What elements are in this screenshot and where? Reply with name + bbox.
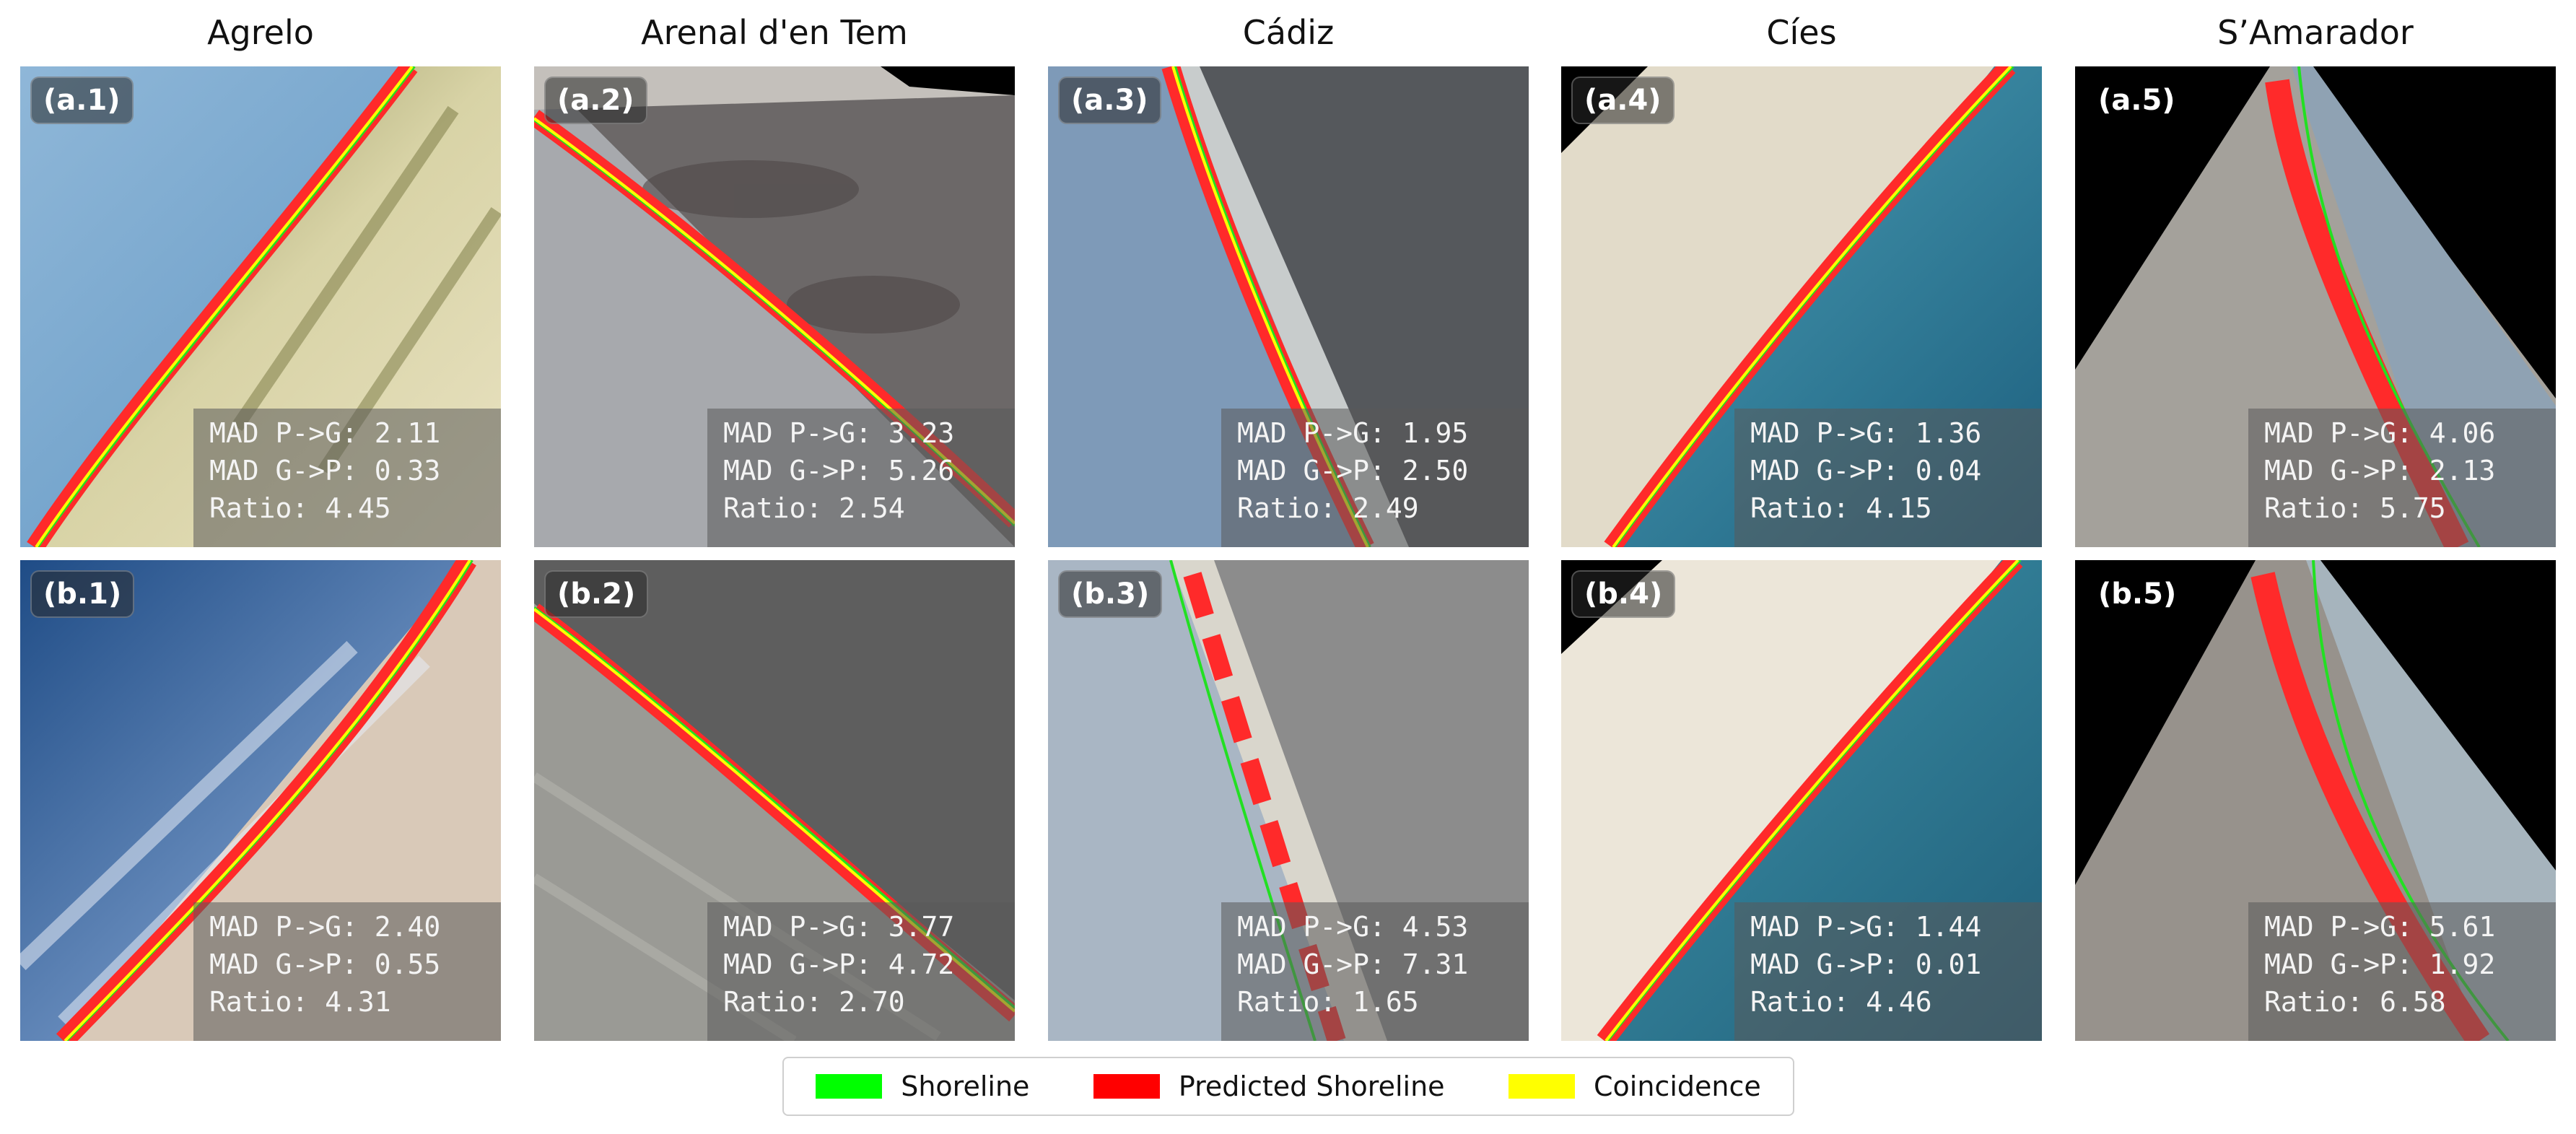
metrics-box: MAD P->G: 2.40 MAD G->P: 0.55 Ratio: 4.3… <box>193 902 501 1041</box>
ratio: Ratio: 2.70 <box>723 986 905 1018</box>
legend-label: Shoreline <box>901 1070 1030 1102</box>
legend-swatch <box>1093 1074 1160 1099</box>
metrics-box: MAD P->G: 1.44 MAD G->P: 0.01 Ratio: 4.4… <box>1734 902 2042 1041</box>
ratio: Ratio: 1.65 <box>1237 986 1419 1018</box>
mad-g-to-p: MAD G->P: 7.31 <box>1237 948 1469 980</box>
column-title-agrelo: Agrelo <box>207 13 314 52</box>
ratio: Ratio: 4.15 <box>1750 492 1932 524</box>
metrics-box: MAD P->G: 5.61 MAD G->P: 1.92 Ratio: 6.5… <box>2248 902 2556 1041</box>
legend-swatch <box>816 1074 883 1099</box>
mad-g-to-p: MAD G->P: 5.26 <box>723 455 955 487</box>
ratio: Ratio: 6.58 <box>2264 986 2446 1018</box>
panel-label: (b.5) <box>2098 577 2177 611</box>
metrics-box: MAD P->G: 4.53 MAD G->P: 7.31 Ratio: 1.6… <box>1221 902 1529 1041</box>
mad-g-to-p: MAD G->P: 2.50 <box>1237 455 1469 487</box>
mad-g-to-p: MAD G->P: 0.33 <box>209 455 441 487</box>
panel-a2: (a.2) MAD P->G: 3.23 MAD G->P: 5.26 Rati… <box>534 66 1015 547</box>
mad-g-to-p: MAD G->P: 0.04 <box>1750 455 1982 487</box>
metrics-box: MAD P->G: 2.11 MAD G->P: 0.33 Ratio: 4.4… <box>193 409 501 547</box>
mad-p-to-g: MAD P->G: 1.36 <box>1750 417 1982 449</box>
metrics-box: MAD P->G: 3.77 MAD G->P: 4.72 Ratio: 2.7… <box>707 902 1015 1041</box>
ratio: Ratio: 2.49 <box>1237 492 1419 524</box>
panel-b2: (b.2) MAD P->G: 3.77 MAD G->P: 4.72 Rati… <box>534 560 1015 1041</box>
column-title-cadiz: Cádiz <box>1242 13 1335 52</box>
panel-b3: (b.3) MAD P->G: 4.53 MAD G->P: 7.31 Rati… <box>1048 560 1529 1041</box>
mad-p-to-g: MAD P->G: 1.44 <box>1750 911 1982 943</box>
panel-label: (b.4) <box>1571 570 1676 618</box>
legend-item-predicted-shoreline: Predicted Shoreline <box>1093 1070 1445 1102</box>
panel-a5: (a.5) MAD P->G: 4.06 MAD G->P: 2.13 Rati… <box>2075 66 2556 547</box>
panel-a1: (a.1) MAD P->G: 2.11 MAD G->P: 0.33 Rati… <box>20 66 501 547</box>
ratio: Ratio: 4.46 <box>1750 986 1932 1018</box>
metrics-box: MAD P->G: 1.95 MAD G->P: 2.50 Ratio: 2.4… <box>1221 409 1529 547</box>
mad-p-to-g: MAD P->G: 1.95 <box>1237 417 1469 449</box>
legend-label: Coincidence <box>1594 1070 1761 1102</box>
panel-a3: (a.3) MAD P->G: 1.95 MAD G->P: 2.50 Rati… <box>1048 66 1529 547</box>
panel-label: (a.1) <box>30 77 134 124</box>
panel-label: (a.3) <box>1058 77 1161 124</box>
mad-p-to-g: MAD P->G: 4.53 <box>1237 911 1469 943</box>
panel-label: (a.5) <box>2098 84 2175 117</box>
panel-b1: (b.1) MAD P->G: 2.40 MAD G->P: 0.55 Rati… <box>20 560 501 1041</box>
mad-g-to-p: MAD G->P: 4.72 <box>723 948 955 980</box>
ratio: Ratio: 4.31 <box>209 986 391 1018</box>
legend: Shoreline Predicted Shoreline Coincidenc… <box>782 1057 1794 1116</box>
legend-item-coincidence: Coincidence <box>1509 1070 1761 1102</box>
mad-g-to-p: MAD G->P: 0.01 <box>1750 948 1982 980</box>
mad-p-to-g: MAD P->G: 3.77 <box>723 911 955 943</box>
legend-label: Predicted Shoreline <box>1178 1070 1445 1102</box>
mad-p-to-g: MAD P->G: 4.06 <box>2264 417 2496 449</box>
mad-p-to-g: MAD P->G: 2.40 <box>209 911 441 943</box>
metrics-box: MAD P->G: 3.23 MAD G->P: 5.26 Ratio: 2.5… <box>707 409 1015 547</box>
column-title-cies: Cíes <box>1766 13 1837 52</box>
mad-g-to-p: MAD G->P: 0.55 <box>209 948 441 980</box>
panel-label: (b.2) <box>544 570 649 618</box>
panel-label: (b.1) <box>30 570 135 618</box>
mad-p-to-g: MAD P->G: 3.23 <box>723 417 955 449</box>
panel-label: (a.4) <box>1571 77 1675 124</box>
column-title-arenal: Arenal d'en Tem <box>641 13 908 52</box>
metrics-box: MAD P->G: 1.36 MAD G->P: 0.04 Ratio: 4.1… <box>1734 409 2042 547</box>
metrics-box: MAD P->G: 4.06 MAD G->P: 2.13 Ratio: 5.7… <box>2248 409 2556 547</box>
ratio: Ratio: 2.54 <box>723 492 905 524</box>
panel-label: (a.2) <box>544 77 647 124</box>
mad-g-to-p: MAD G->P: 2.13 <box>2264 455 2496 487</box>
ratio: Ratio: 5.75 <box>2264 492 2446 524</box>
panel-b5: (b.5) MAD P->G: 5.61 MAD G->P: 1.92 Rati… <box>2075 560 2556 1041</box>
ratio: Ratio: 4.45 <box>209 492 391 524</box>
panel-a4: (a.4) MAD P->G: 1.36 MAD G->P: 0.04 Rati… <box>1561 66 2042 547</box>
mad-g-to-p: MAD G->P: 1.92 <box>2264 948 2496 980</box>
legend-swatch <box>1509 1074 1575 1099</box>
mad-p-to-g: MAD P->G: 2.11 <box>209 417 441 449</box>
mad-p-to-g: MAD P->G: 5.61 <box>2264 911 2496 943</box>
panel-label: (b.3) <box>1058 570 1163 618</box>
panel-b4: (b.4) MAD P->G: 1.44 MAD G->P: 0.01 Rati… <box>1561 560 2042 1041</box>
column-title-samarador: S’Amarador <box>2217 13 2414 52</box>
legend-item-shoreline: Shoreline <box>816 1070 1029 1102</box>
